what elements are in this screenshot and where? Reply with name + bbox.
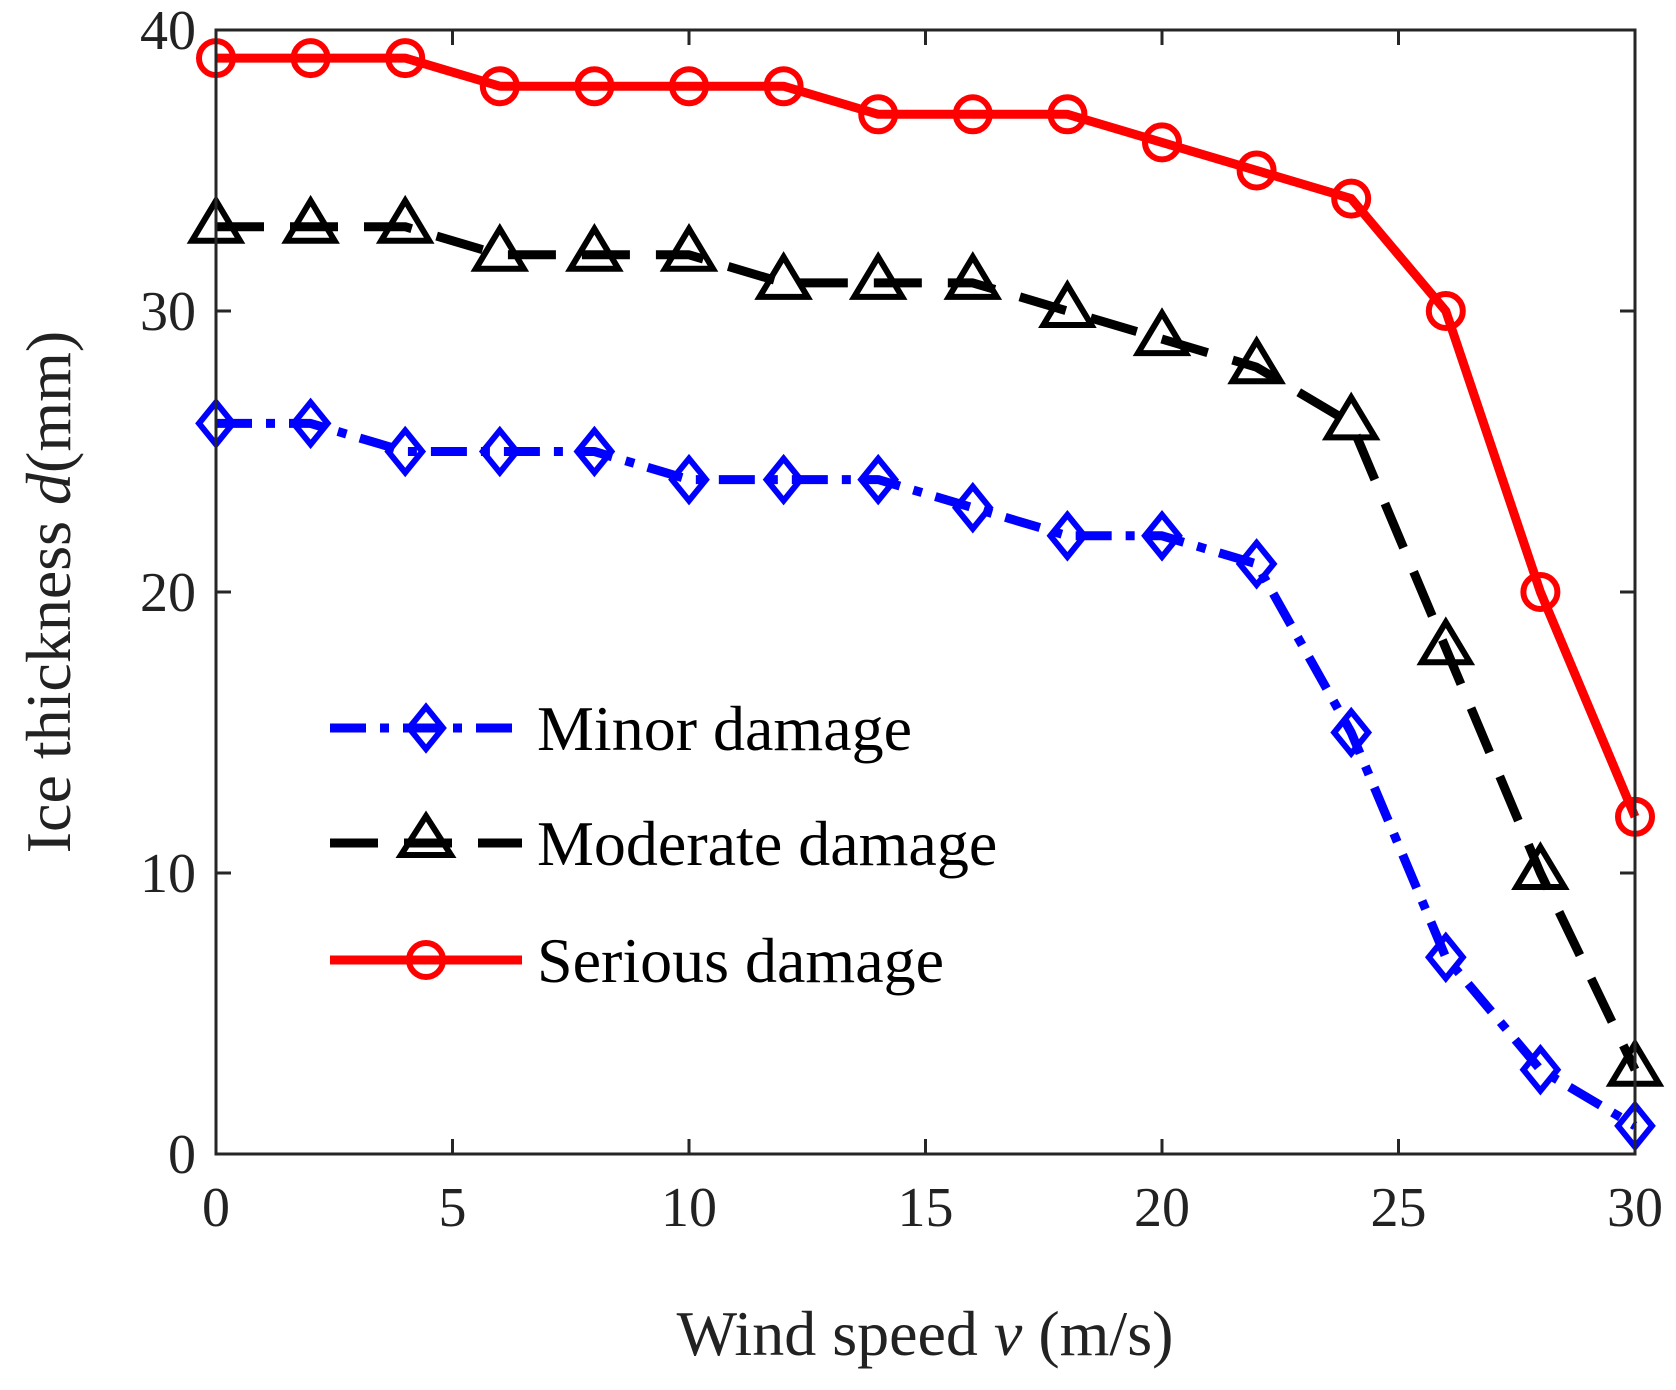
data-point-moderate (848, 251, 908, 300)
x-tick-label: 5 (439, 1177, 467, 1239)
data-point-moderate (1132, 307, 1192, 357)
x-axis-title-variable: v (994, 1298, 1023, 1369)
x-axis-title: Wind speed v (m/s) (677, 1298, 1174, 1369)
data-point-minor (1046, 510, 1089, 562)
data-point-moderate (754, 251, 813, 300)
y-axis-title-unit: (mm) (13, 331, 84, 473)
data-point-serious (669, 66, 709, 107)
tick-labels: 0 5 10 15 20 25 30 0 10 20 30 40 (140, 0, 1663, 1239)
data-point-moderate (1321, 391, 1381, 441)
data-point-moderate (1038, 279, 1097, 328)
x-tick-label: 10 (661, 1177, 717, 1239)
data-point-moderate (659, 222, 719, 272)
x-tick-label: 0 (202, 1177, 230, 1239)
legend-entry-minor: Minor damage (330, 693, 912, 764)
x-tick-label: 20 (1134, 1177, 1190, 1239)
series-line-minor (216, 418, 1638, 1130)
data-point-moderate (375, 194, 435, 244)
y-tick-label: 10 (140, 843, 196, 905)
data-point-minor (762, 453, 805, 506)
data-point-serious (1520, 572, 1561, 612)
data-point-moderate (1511, 841, 1570, 890)
series-minor (195, 397, 1656, 1152)
data-point-moderate (1416, 616, 1476, 666)
legend-label-moderate: Moderate damage (537, 808, 997, 879)
x-tick-label: 25 (1371, 1177, 1427, 1239)
legend-label-serious: Serious damage (537, 925, 944, 996)
series-serious (196, 38, 1655, 837)
data-point-serious (385, 38, 426, 79)
data-point-moderate (565, 222, 624, 272)
y-axis-title: Ice thickness d(mm) (13, 331, 84, 854)
data-point-serious (290, 38, 331, 79)
y-tick-label: 20 (140, 562, 196, 624)
data-point-serious (1236, 150, 1277, 191)
data-point-minor (478, 425, 521, 478)
x-axis-title-unit: (m/s) (1022, 1298, 1173, 1369)
y-axis-title-main: Ice thickness (13, 505, 84, 853)
data-point-minor (1141, 510, 1183, 562)
y-tick-label: 40 (140, 0, 196, 62)
legend-entry-moderate: Moderate damage (330, 808, 997, 879)
series-line-serious (216, 53, 1640, 819)
data-point-minor (951, 481, 994, 534)
legend-marker-serious (406, 940, 446, 980)
legend-entry-serious: Serious damage (330, 925, 944, 996)
data-point-serious (763, 66, 804, 107)
data-point-serious (1425, 291, 1466, 331)
y-tick-label: 0 (168, 1124, 196, 1186)
data-point-minor (573, 425, 616, 478)
legend-marker-minor (405, 702, 447, 754)
data-point-moderate (943, 251, 1003, 300)
data-point-minor (1424, 931, 1467, 984)
data-point-serious (1142, 122, 1182, 163)
data-point-serious (1331, 178, 1372, 219)
data-point-serious (858, 94, 899, 135)
data-point-minor (668, 453, 710, 506)
series-moderate (186, 194, 1665, 1087)
y-tick-label: 30 (140, 281, 196, 343)
data-point-serious (952, 94, 993, 135)
y-axis-title-variable: d (13, 472, 84, 505)
data-point-serious (574, 66, 615, 107)
legend: Minor damage Moderate damage Serious dam… (330, 693, 997, 996)
data-point-minor (1519, 1043, 1562, 1096)
data-point-minor (1330, 706, 1373, 759)
data-point-moderate (470, 222, 530, 272)
data-point-serious (1047, 94, 1088, 135)
data-point-minor (857, 453, 900, 506)
data-point-moderate (281, 194, 340, 244)
data-point-minor (1235, 538, 1278, 590)
x-axis-title-main: Wind speed (677, 1298, 994, 1369)
data-point-moderate (1227, 335, 1286, 385)
legend-label-minor: Minor damage (537, 693, 912, 764)
legend-marker-moderate (395, 810, 457, 858)
x-tick-label: 30 (1607, 1177, 1663, 1239)
plot-frame (214, 28, 1637, 1156)
data-point-minor (384, 425, 427, 478)
data-point-serious (479, 66, 520, 107)
data-point-minor (289, 397, 332, 450)
series-line-moderate (216, 222, 1640, 1072)
series-layer (186, 38, 1665, 1152)
plot-area (216, 30, 1635, 1154)
x-tick-label: 15 (898, 1177, 954, 1239)
